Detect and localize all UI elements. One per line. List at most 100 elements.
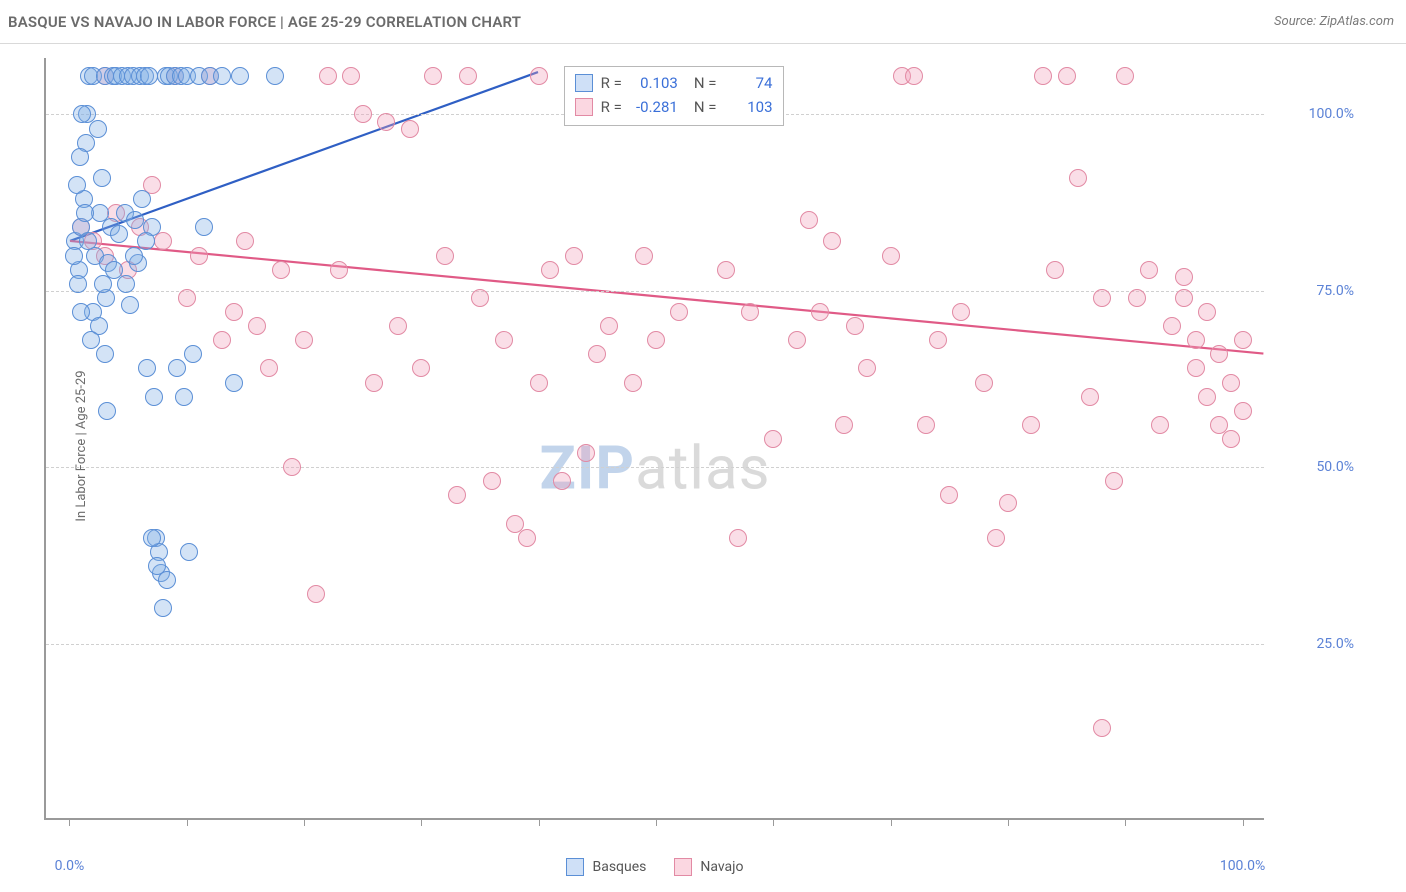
scatter-point-navajo <box>647 331 665 349</box>
scatter-point-basques <box>143 529 161 547</box>
scatter-point-navajo <box>330 261 348 279</box>
scatter-point-basques <box>213 67 231 85</box>
scatter-point-navajo <box>448 486 466 504</box>
scatter-point-basques <box>73 105 91 123</box>
scatter-point-navajo <box>1163 317 1181 335</box>
r-value: 0.103 <box>630 71 678 95</box>
source-attribution: Source: ZipAtlas.com <box>1274 14 1394 29</box>
y-tick-label: 25.0% <box>1274 636 1354 652</box>
legend-swatch <box>566 858 584 876</box>
gridline-h <box>46 291 1264 292</box>
scatter-point-basques <box>110 225 128 243</box>
scatter-plot-area: ZIPatlas BasquesNavajo 25.0%50.0%75.0%10… <box>44 58 1264 820</box>
correlation-stats-box: R =0.103N =74R =-0.281N =103 <box>564 66 784 126</box>
scatter-point-navajo <box>1187 331 1205 349</box>
stats-row: R =-0.281N =103 <box>575 95 773 119</box>
scatter-point-basques <box>168 359 186 377</box>
x-tick <box>1125 818 1126 826</box>
scatter-point-basques <box>154 599 172 617</box>
scatter-point-navajo <box>1210 345 1228 363</box>
scatter-point-navajo <box>800 211 818 229</box>
scatter-point-navajo <box>1116 67 1134 85</box>
scatter-point-navajo <box>741 303 759 321</box>
chart-title: BASQUE VS NAVAJO IN LABOR FORCE | AGE 25… <box>8 13 521 31</box>
scatter-point-basques <box>231 67 249 85</box>
scatter-point-navajo <box>377 113 395 131</box>
x-tick <box>1243 818 1244 826</box>
scatter-point-basques <box>117 275 135 293</box>
scatter-point-navajo <box>541 261 559 279</box>
scatter-point-navajo <box>342 67 360 85</box>
gridline-h <box>46 644 1264 645</box>
scatter-point-navajo <box>1140 261 1158 279</box>
scatter-point-navajo <box>1046 261 1064 279</box>
source-name: ZipAtlas.com <box>1319 14 1394 29</box>
scatter-point-navajo <box>1198 388 1216 406</box>
scatter-point-navajo <box>272 261 290 279</box>
r-label: R = <box>601 95 622 119</box>
scatter-point-navajo <box>236 232 254 250</box>
x-tick <box>1008 818 1009 826</box>
scatter-point-navajo <box>929 331 947 349</box>
scatter-point-navajo <box>882 247 900 265</box>
scatter-point-navajo <box>823 232 841 250</box>
scatter-point-navajo <box>588 345 606 363</box>
scatter-point-navajo <box>811 303 829 321</box>
scatter-point-basques <box>121 296 139 314</box>
scatter-point-navajo <box>905 67 923 85</box>
scatter-point-navajo <box>178 289 196 307</box>
scatter-point-navajo <box>1187 359 1205 377</box>
scatter-point-navajo <box>577 444 595 462</box>
scatter-point-navajo <box>1093 719 1111 737</box>
scatter-point-basques <box>71 148 89 166</box>
scatter-point-navajo <box>729 529 747 547</box>
scatter-point-basques <box>137 232 155 250</box>
scatter-point-navajo <box>670 303 688 321</box>
n-label: N = <box>694 71 717 95</box>
scatter-point-navajo <box>553 472 571 490</box>
scatter-point-navajo <box>365 374 383 392</box>
scatter-point-navajo <box>483 472 501 490</box>
scatter-point-navajo <box>846 317 864 335</box>
x-tick <box>891 818 892 826</box>
scatter-point-navajo <box>319 67 337 85</box>
scatter-point-navajo <box>1058 67 1076 85</box>
scatter-point-basques <box>98 402 116 420</box>
scatter-point-basques <box>266 67 284 85</box>
scatter-point-navajo <box>835 416 853 434</box>
n-value: 103 <box>725 95 773 119</box>
scatter-point-navajo <box>788 331 806 349</box>
scatter-point-basques <box>65 247 83 265</box>
scatter-point-basques <box>82 331 100 349</box>
scatter-point-navajo <box>1105 472 1123 490</box>
scatter-point-navajo <box>154 232 172 250</box>
scatter-point-navajo <box>940 486 958 504</box>
scatter-point-basques <box>180 543 198 561</box>
x-tick <box>187 818 188 826</box>
x-axis-max-label: 100.0% <box>1220 858 1265 874</box>
series-swatch <box>575 98 593 116</box>
scatter-point-navajo <box>471 289 489 307</box>
scatter-point-navajo <box>190 247 208 265</box>
scatter-point-basques <box>158 571 176 589</box>
scatter-point-basques <box>76 204 94 222</box>
source-prefix: Source: <box>1274 14 1319 29</box>
scatter-point-basques <box>184 345 202 363</box>
legend-label: Navajo <box>700 859 743 875</box>
scatter-point-navajo <box>412 359 430 377</box>
trendline <box>70 241 1263 354</box>
scatter-point-navajo <box>1069 169 1087 187</box>
series-swatch <box>575 74 593 92</box>
scatter-point-navajo <box>260 359 278 377</box>
scatter-point-navajo <box>717 261 735 279</box>
y-tick-label: 100.0% <box>1274 106 1354 122</box>
scatter-point-basques <box>133 190 151 208</box>
scatter-point-navajo <box>307 585 325 603</box>
scatter-point-navajo <box>354 105 372 123</box>
scatter-point-navajo <box>389 317 407 335</box>
legend-swatch <box>674 858 692 876</box>
scatter-point-navajo <box>1198 303 1216 321</box>
scatter-point-navajo <box>858 359 876 377</box>
x-tick <box>773 818 774 826</box>
scatter-point-basques <box>138 359 156 377</box>
